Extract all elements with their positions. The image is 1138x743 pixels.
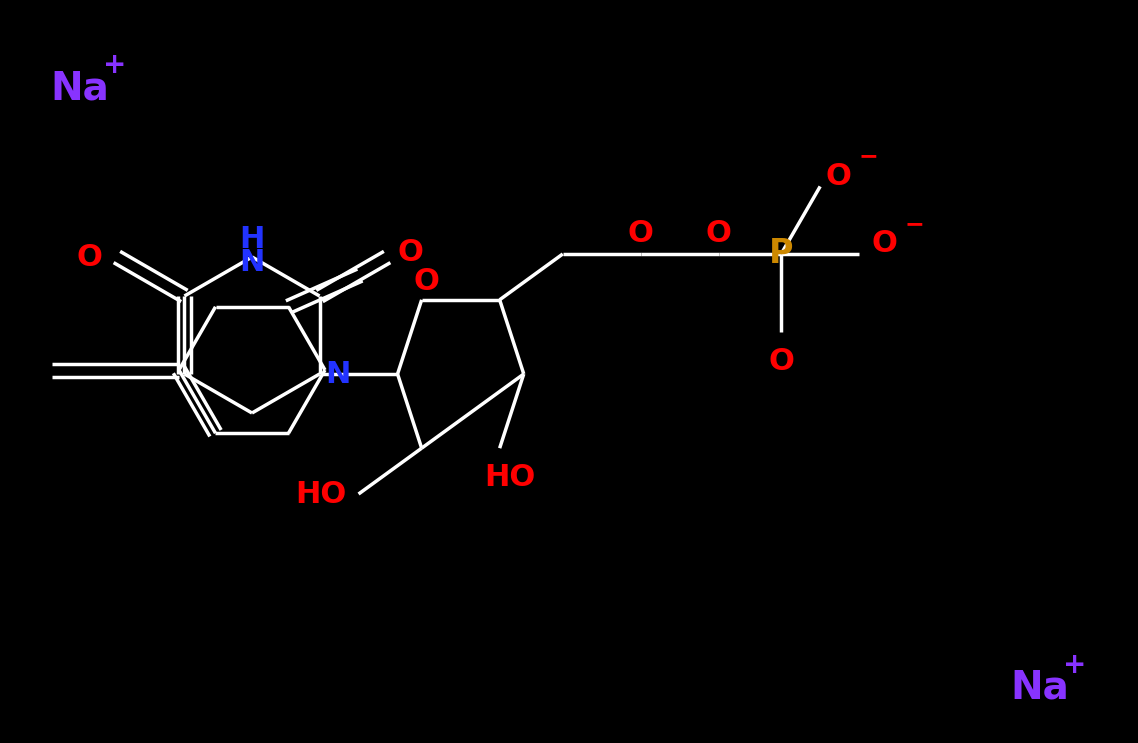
Text: O: O [414,267,439,296]
Text: O: O [628,219,653,248]
Text: HO: HO [295,479,347,508]
Text: −: − [905,212,924,236]
Text: O: O [706,219,732,248]
Text: Na: Na [50,69,109,107]
Text: O: O [397,238,423,267]
Text: N: N [324,360,351,389]
Text: O: O [76,242,102,271]
Text: +: + [104,51,126,79]
Text: O: O [872,230,897,259]
Text: HO: HO [484,463,535,492]
Text: P: P [769,238,793,270]
Text: Na: Na [1011,669,1069,707]
Text: −: − [858,144,877,169]
Text: O: O [825,162,851,191]
Text: +: + [1063,651,1087,679]
Text: O: O [768,347,794,376]
Text: N: N [239,247,265,276]
Text: H: H [239,224,265,253]
